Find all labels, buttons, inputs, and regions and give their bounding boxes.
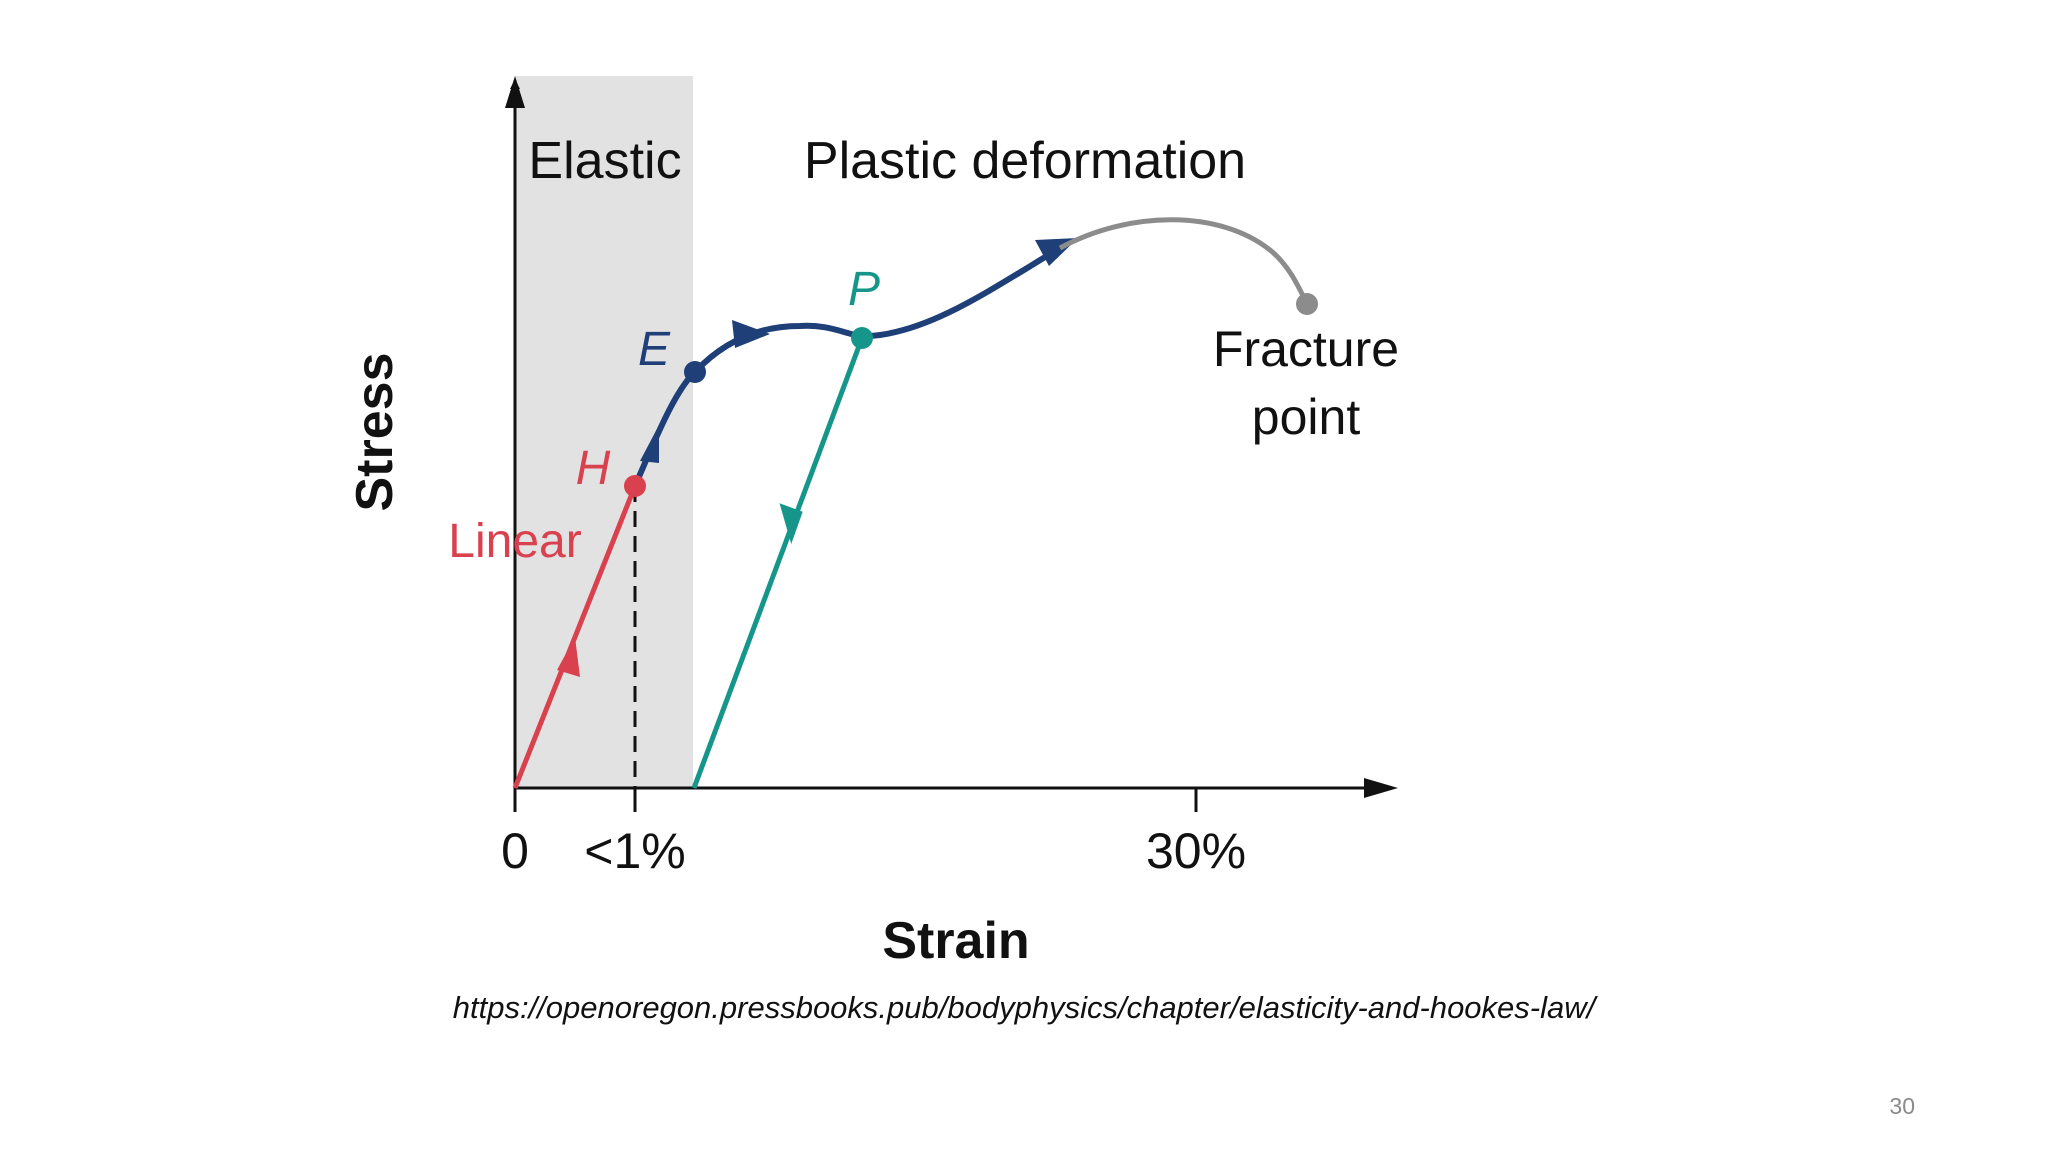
tick-label-one-percent: <1% [584, 823, 685, 879]
point-e-marker [684, 361, 706, 383]
linear-segment-label: Linear [448, 515, 581, 568]
loading-arrow-icon-2 [732, 320, 770, 348]
elastic-region-label: Elastic [528, 132, 681, 190]
point-p-marker [851, 327, 873, 349]
fracture-point-label-line2: point [1252, 389, 1361, 445]
point-h-label: H [576, 442, 611, 495]
y-axis-arrow-icon [505, 76, 525, 108]
point-p-label: P [848, 263, 880, 316]
x-axis-label: Strain [882, 912, 1029, 970]
linear-direction-arrow-icon [557, 637, 580, 677]
tick-label-thirty-percent: 30% [1146, 823, 1246, 879]
unloading-arrow-icon [779, 503, 803, 544]
x-axis-arrow-icon [1364, 778, 1398, 798]
point-e-label: E [638, 323, 671, 376]
y-axis-label: Stress [346, 353, 404, 512]
loading-curve [632, 245, 1062, 488]
source-url: https://openoregon.pressbooks.pub/bodyph… [452, 990, 1596, 1025]
tick-label-zero: 0 [501, 823, 529, 879]
elastic-region [515, 76, 693, 788]
fracture-point-marker [1296, 293, 1318, 315]
page-number: 30 [1889, 1093, 1915, 1119]
plastic-region-label: Plastic deformation [804, 132, 1246, 190]
fracture-point-label-line1: Fracture [1213, 321, 1399, 377]
fracture-curve [1058, 217, 1310, 306]
unloading-segment [691, 337, 865, 789]
point-h-marker [624, 475, 646, 497]
loading-arrow-icon-1 [640, 425, 659, 463]
